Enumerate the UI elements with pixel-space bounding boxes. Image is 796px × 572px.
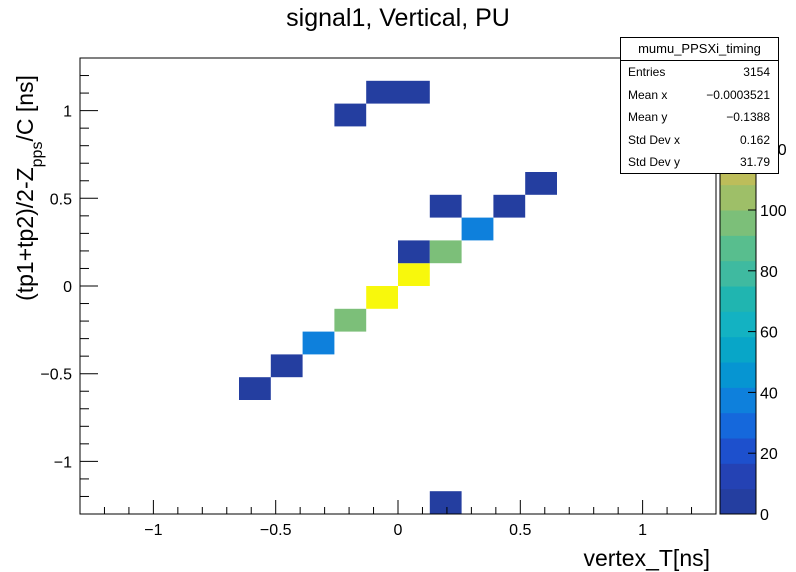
stats-title: mumu_PPSXi_timing (621, 38, 778, 61)
heatmap-cell (398, 240, 430, 264)
stats-value: −0.1388 (726, 110, 770, 125)
stats-row-stddev-x: Std Dev x 0.162 (621, 129, 778, 152)
x-axis: −1 −0.5 0 0.5 1 (103, 500, 693, 539)
color-scale-bin (720, 260, 756, 287)
heatmap-cell (366, 286, 398, 309)
z-tick-label: 0 (760, 507, 769, 524)
heatmap-cell (334, 103, 367, 127)
stats-value: −0.0003521 (706, 87, 770, 102)
color-scale-bin (720, 210, 756, 236)
stats-value: 31.79 (739, 155, 770, 170)
y-tick-label: 0 (63, 279, 72, 296)
y-axis-title: (tp1+tp2)/2-Zpps/C [ns] (12, 75, 46, 301)
x-tick-label: −1 (144, 522, 162, 539)
stats-value: 0.162 (739, 132, 770, 147)
heatmap-cell (270, 354, 303, 378)
y-tick-label: 0.5 (50, 191, 72, 208)
color-scale-bin (720, 488, 756, 515)
heatmap-cell (302, 331, 335, 355)
y-axis-title-main: (tp1+tp2)/2-Z (12, 167, 38, 301)
stats-row-entries: Entries 3154 (621, 61, 778, 84)
heatmap-cell (334, 308, 367, 332)
heatmap-cell (398, 263, 430, 286)
heatmap-cell (429, 240, 462, 264)
z-tick-label: 60 (760, 325, 778, 342)
z-tick-label: 80 (760, 264, 778, 281)
heatmap-cell (461, 217, 494, 241)
heatmap-cell (429, 491, 462, 514)
x-tick-label: −0.5 (260, 522, 292, 539)
y-tick-label: −1 (54, 454, 72, 471)
x-axis-title: vertex_T[ns] (583, 545, 710, 571)
heatmap-cell (493, 194, 526, 218)
stats-label: Std Dev y (628, 155, 681, 170)
stats-value: 3154 (743, 65, 770, 79)
x-tick-label: 0 (394, 522, 403, 539)
color-scale-bin (720, 387, 756, 414)
color-scale-bin (720, 286, 756, 312)
stats-label: Entries (628, 65, 666, 79)
stats-label: Mean y (628, 110, 668, 125)
heatmap-cell (366, 80, 398, 104)
stats-box: mumu_PPSXi_timing Entries 3154 Mean x −0… (620, 37, 779, 174)
y-tick-label: −0.5 (40, 367, 72, 384)
color-scale-bin (720, 438, 756, 464)
y-tick-label: 1 (63, 104, 72, 121)
color-scale-bin (720, 412, 756, 439)
color-scale-bin (720, 362, 756, 388)
y-axis-title-tail: /C [ns] (12, 75, 38, 141)
heatmap-cell (398, 80, 430, 104)
color-scale-bin (720, 463, 756, 490)
stats-row-mean-y: Mean y −0.1388 (621, 106, 778, 129)
heatmap-cell (239, 377, 271, 400)
z-tick-label: 100 (760, 203, 787, 220)
color-scale-bin (720, 184, 756, 211)
stats-row-stddev-y: Std Dev y 31.79 (621, 151, 778, 174)
chart-title: signal1, Vertical, PU (286, 4, 510, 32)
heatmap-cell (429, 194, 462, 218)
y-axis-title-subscript: pps (29, 142, 46, 168)
y-axis: −1 −0.5 0 0.5 1 (40, 75, 98, 497)
svg-text:(tp1+tp2)/2-Zpps/C [ns]: (tp1+tp2)/2-Zpps/C [ns] (12, 75, 46, 301)
color-scale-bin (720, 336, 756, 363)
x-tick-label: 1 (638, 522, 647, 539)
heatmap-cell (525, 172, 557, 195)
color-scale-bin (720, 235, 756, 262)
heatmap-cells (239, 80, 557, 514)
stats-label: Std Dev x (628, 132, 681, 147)
color-scale-bin (720, 311, 756, 338)
x-tick-label: 0.5 (509, 522, 531, 539)
stats-row-mean-x: Mean x −0.0003521 (621, 84, 778, 107)
z-tick-label: 40 (760, 385, 778, 402)
z-tick-label: 20 (760, 446, 778, 463)
stats-label: Mean x (628, 87, 668, 102)
